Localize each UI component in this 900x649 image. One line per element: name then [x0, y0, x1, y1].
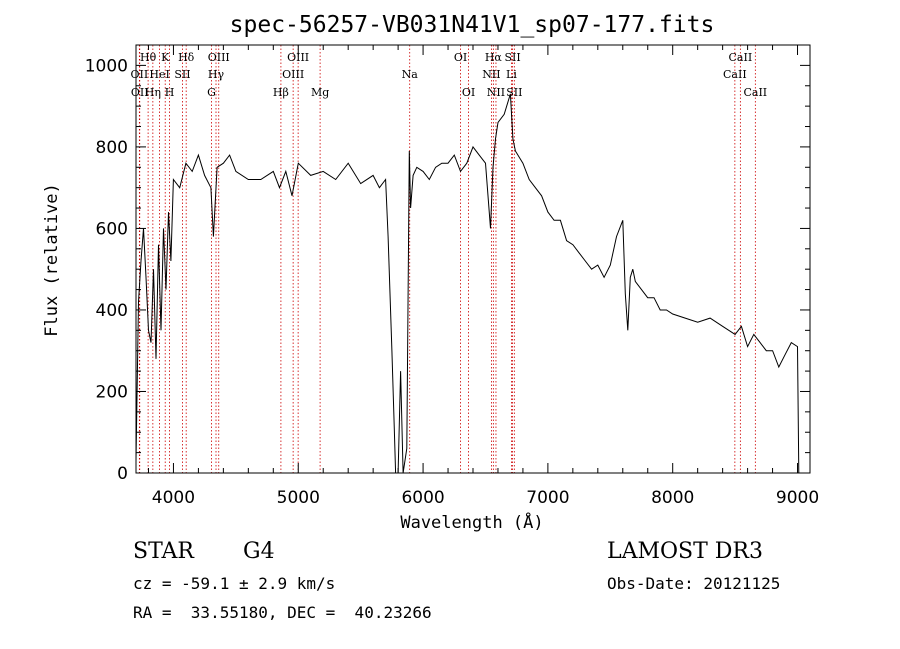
line-label-1: OII [131, 68, 149, 81]
line-label-20: NII [482, 68, 500, 81]
y-tick-label-2: 400 [96, 301, 128, 321]
x-axis: 4000 5000 6000 7000 8000 9000 [147, 45, 819, 508]
line-label-21: NII [487, 86, 505, 99]
obs-date: Obs-Date: 20121125 [607, 574, 781, 593]
chart-title: spec-56257-VB031N41V1_sp07-177.fits [230, 12, 715, 38]
line-label-26: CaII [723, 68, 747, 81]
coordinates-text: RA = 33.55180, DEC = 40.23266 [133, 603, 432, 622]
line-label-18: OI [462, 86, 475, 99]
redshift-text: cz = -59.1 ± 2.9 km/s [133, 574, 336, 593]
object-class: STAR [133, 539, 194, 564]
x-tick-label-4: 8000 [651, 488, 694, 508]
line-label-8: H [165, 86, 175, 99]
x-tick-label-3: 7000 [526, 488, 569, 508]
x-axis-label: Wavelength (Å) [400, 511, 543, 533]
line-label-9: OIII [208, 51, 230, 64]
plot-frame [135, 44, 811, 474]
line-label-27: CaII [743, 86, 767, 99]
line-label-19: Hα [485, 51, 503, 64]
line-label-0: Hθ [140, 51, 157, 64]
line-label-4: HeI [149, 68, 169, 81]
y-axis-label: Flux (relative) [42, 183, 62, 337]
y-tick-label-4: 800 [96, 138, 128, 158]
x-tick-label-0: 4000 [152, 488, 195, 508]
x-tick-label-1: 5000 [277, 488, 320, 508]
line-label-22: SII [504, 51, 520, 64]
line-label-15: Mg [311, 86, 329, 99]
line-label-6: Hδ [178, 51, 195, 64]
survey-name: LAMOST DR3 [607, 539, 763, 564]
line-label-11: G [207, 86, 216, 99]
line-label-24: SII [506, 86, 522, 99]
y-tick-label-3: 600 [96, 219, 128, 239]
y-tick-label-5: 1000 [85, 56, 128, 76]
y-axis: 0 200 400 600 800 1000 [85, 56, 810, 484]
line-label-25: CaII [729, 51, 753, 64]
line-label-14: Hβ [273, 86, 289, 99]
line-label-2: OII [131, 86, 149, 99]
y-tick-label-1: 200 [96, 382, 128, 402]
line-markers [138, 45, 756, 473]
line-label-12: OIII [287, 51, 309, 64]
line-label-3: K [161, 51, 170, 64]
line-label-5: Hη [145, 86, 161, 99]
y-tick-label-0: 0 [117, 464, 128, 484]
line-label-13: OIII [282, 68, 304, 81]
subclass: G4 [243, 539, 275, 564]
line-label-16: Na [402, 68, 419, 81]
line-marker-labels: Hθ OII OII K HeI Hη Hδ SII H OIII Hγ G OIII OIII Hβ Mg N… [131, 51, 768, 99]
line-label-10: Hγ [208, 68, 225, 81]
line-label-17: OI [454, 51, 467, 64]
x-tick-label-5: 9000 [776, 488, 819, 508]
series-line-flux [135, 93, 800, 474]
line-label-7: SII [174, 68, 190, 81]
x-tick-label-2: 6000 [401, 488, 444, 508]
line-label-23: Li [506, 68, 517, 81]
